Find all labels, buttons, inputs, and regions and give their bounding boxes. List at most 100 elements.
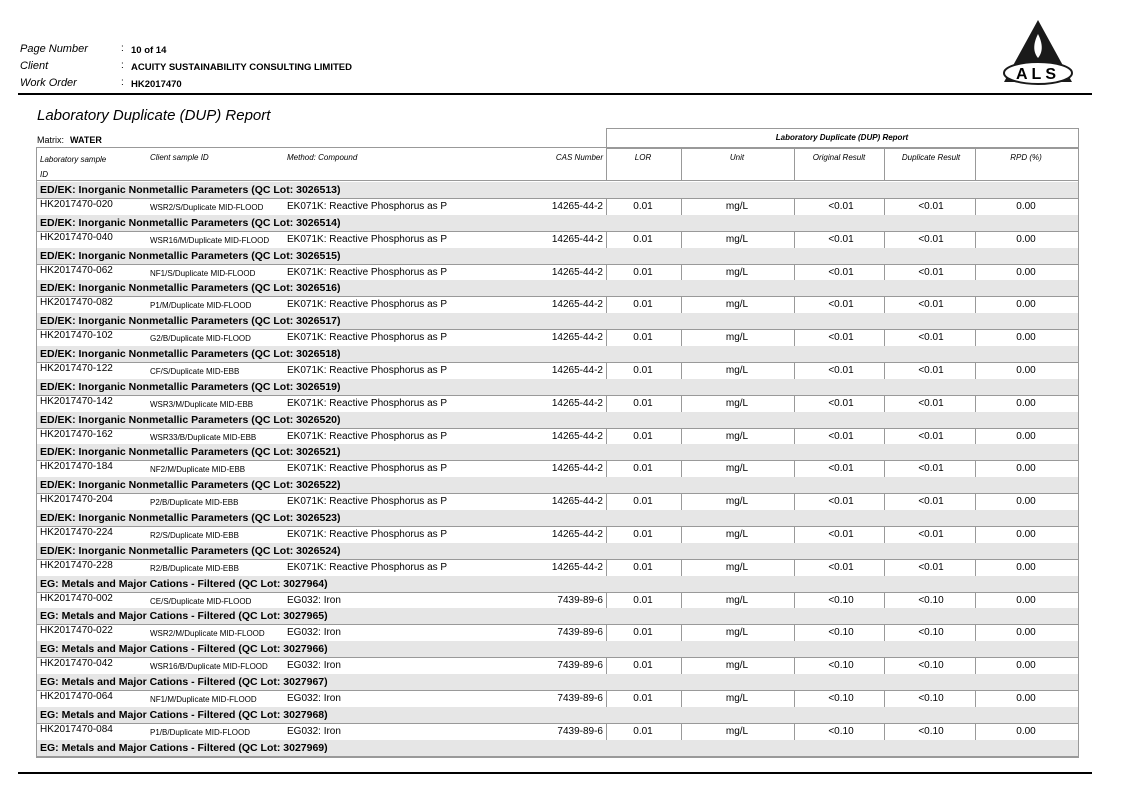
cell: 0.01 <box>633 463 653 475</box>
cell-line <box>794 362 795 379</box>
cell: 0.01 <box>633 693 653 704</box>
cell: HK2017470-064 <box>40 691 113 702</box>
column-header: Method: Compound <box>287 153 358 162</box>
cell-line <box>884 591 885 609</box>
cell: HK2017470-224 <box>40 527 113 538</box>
cell-line <box>606 198 607 215</box>
cell: <0.10 <box>828 594 854 606</box>
cell-line <box>681 263 682 281</box>
cell: mg/L <box>725 660 749 672</box>
cell-line <box>975 394 976 412</box>
cell: EG032: Iron <box>287 693 341 704</box>
cell: 14265-44-2 <box>551 266 603 278</box>
field-value: HK2017470 <box>131 79 182 90</box>
cell: <0.01 <box>918 561 944 573</box>
cell: WSR16/B/Duplicate MID-FLOOD <box>150 662 268 672</box>
cell: mg/L <box>725 693 749 704</box>
cell: mg/L <box>725 397 749 409</box>
group-row <box>37 313 1078 330</box>
cell: CE/S/Duplicate MID-FLOOD <box>150 596 252 606</box>
cell: 0.01 <box>633 365 653 376</box>
cell: <0.01 <box>918 397 944 409</box>
group-title: ED/EK: Inorganic Nonmetallic Parameters … <box>40 249 341 262</box>
cell: mg/L <box>725 627 749 639</box>
cell: <0.01 <box>918 266 944 278</box>
cell: 7439-89-6 <box>557 693 603 704</box>
group-title: EG: Metals and Major Cations - Filtered … <box>40 708 328 721</box>
cell-line <box>884 526 885 543</box>
cell-line <box>794 624 795 642</box>
cell: EK071K: Reactive Phosphorus as P <box>287 365 448 376</box>
cell: 0.01 <box>633 660 653 672</box>
cell-line <box>884 722 885 740</box>
group-title: ED/EK: Inorganic Nonmetallic Parameters … <box>40 348 341 360</box>
cell-line <box>975 657 976 674</box>
logo-text: ALS <box>1016 66 1060 83</box>
group-line <box>36 296 1078 298</box>
cell: HK2017470-020 <box>40 199 113 210</box>
cell-line <box>884 329 885 346</box>
cell: <0.10 <box>918 594 944 606</box>
cell-line <box>606 296 607 314</box>
field-value: 10 of 14 <box>131 45 167 56</box>
col-line <box>1078 148 1079 181</box>
group-row <box>37 542 1078 559</box>
cell: HK2017470-102 <box>40 330 113 342</box>
cell: mg/L <box>725 725 749 737</box>
cell: HK2017470-228 <box>40 559 113 571</box>
cell-line <box>681 558 682 576</box>
cell: <0.01 <box>828 266 854 278</box>
group-line <box>36 263 1078 265</box>
cell: <0.10 <box>918 725 944 737</box>
column-header: Duplicate Result <box>901 153 961 162</box>
cell: <0.01 <box>918 463 944 475</box>
cell: NF1/S/Duplicate MID-FLOOD <box>150 268 256 278</box>
cell-line <box>975 722 976 740</box>
cell: 0.00 <box>1016 332 1036 344</box>
cell: 0.01 <box>633 594 653 606</box>
cell: EG032: Iron <box>287 725 341 737</box>
footer-rule <box>18 772 1092 774</box>
cell: EK071K: Reactive Phosphorus as P <box>287 463 448 475</box>
cell: 0.00 <box>1016 201 1036 212</box>
cell-line <box>975 460 976 478</box>
cell: EG032: Iron <box>287 660 341 672</box>
group-title: EG: Metals and Major Cations - Filtered … <box>40 643 328 656</box>
group-line <box>36 493 1078 495</box>
cell: HK2017470-204 <box>40 494 113 506</box>
cell-line <box>681 230 682 248</box>
field-value: ACUITY SUSTAINABILITY CONSULTING LIMITED <box>131 62 352 73</box>
cell: <0.01 <box>918 233 944 245</box>
group-header: Laboratory Duplicate (DUP) Report <box>775 133 909 142</box>
cell-line <box>606 526 607 543</box>
cell: EK071K: Reactive Phosphorus as P <box>287 332 448 344</box>
cell: 0.01 <box>633 430 653 442</box>
group-line <box>36 657 1078 659</box>
cell: HK2017470-040 <box>40 231 113 243</box>
cell: 0.00 <box>1016 660 1036 672</box>
column-header: Original Result <box>812 153 866 162</box>
cell: HK2017470-122 <box>40 363 113 374</box>
cell: mg/L <box>725 463 749 475</box>
field-label: Page Number <box>20 43 88 55</box>
cell: EK071K: Reactive Phosphorus as P <box>287 233 448 245</box>
group-row <box>37 182 1078 198</box>
cell-line <box>975 558 976 576</box>
cell: 0.01 <box>633 299 653 311</box>
cell: EK071K: Reactive Phosphorus as P <box>287 397 448 409</box>
cell: 0.01 <box>633 627 653 639</box>
cell-line <box>975 263 976 281</box>
group-title: EG: Metals and Major Cations - Filtered … <box>40 577 328 590</box>
cell-line <box>606 329 607 346</box>
group-line <box>36 329 1078 331</box>
cell: 14265-44-2 <box>551 299 603 311</box>
group-row <box>37 674 1078 690</box>
column-header: LOR <box>634 153 652 162</box>
cell-line <box>681 394 682 412</box>
cell-line <box>606 722 607 740</box>
cell: HK2017470-002 <box>40 592 113 604</box>
cell: 14265-44-2 <box>551 430 603 442</box>
col-line <box>606 128 607 181</box>
cell-line <box>975 362 976 379</box>
header-rule <box>18 93 1092 95</box>
